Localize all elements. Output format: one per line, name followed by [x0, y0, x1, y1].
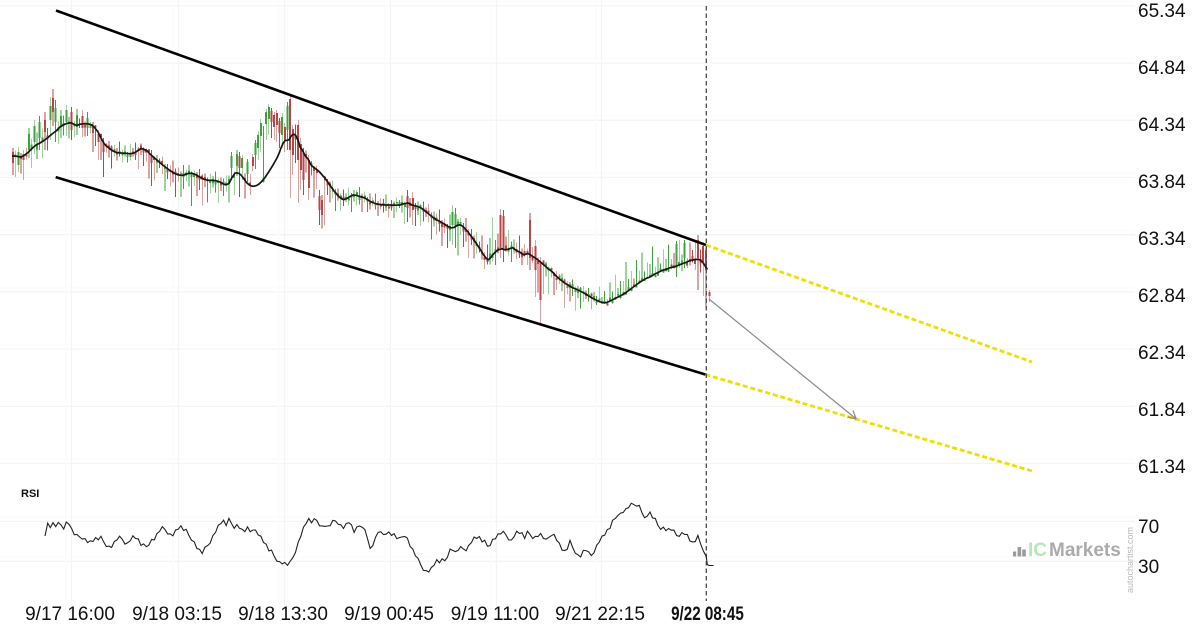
svg-text:autochartist.com: autochartist.com: [1125, 527, 1135, 593]
svg-text:IC: IC: [1028, 540, 1047, 559]
svg-text:Markets: Markets: [1049, 540, 1121, 559]
